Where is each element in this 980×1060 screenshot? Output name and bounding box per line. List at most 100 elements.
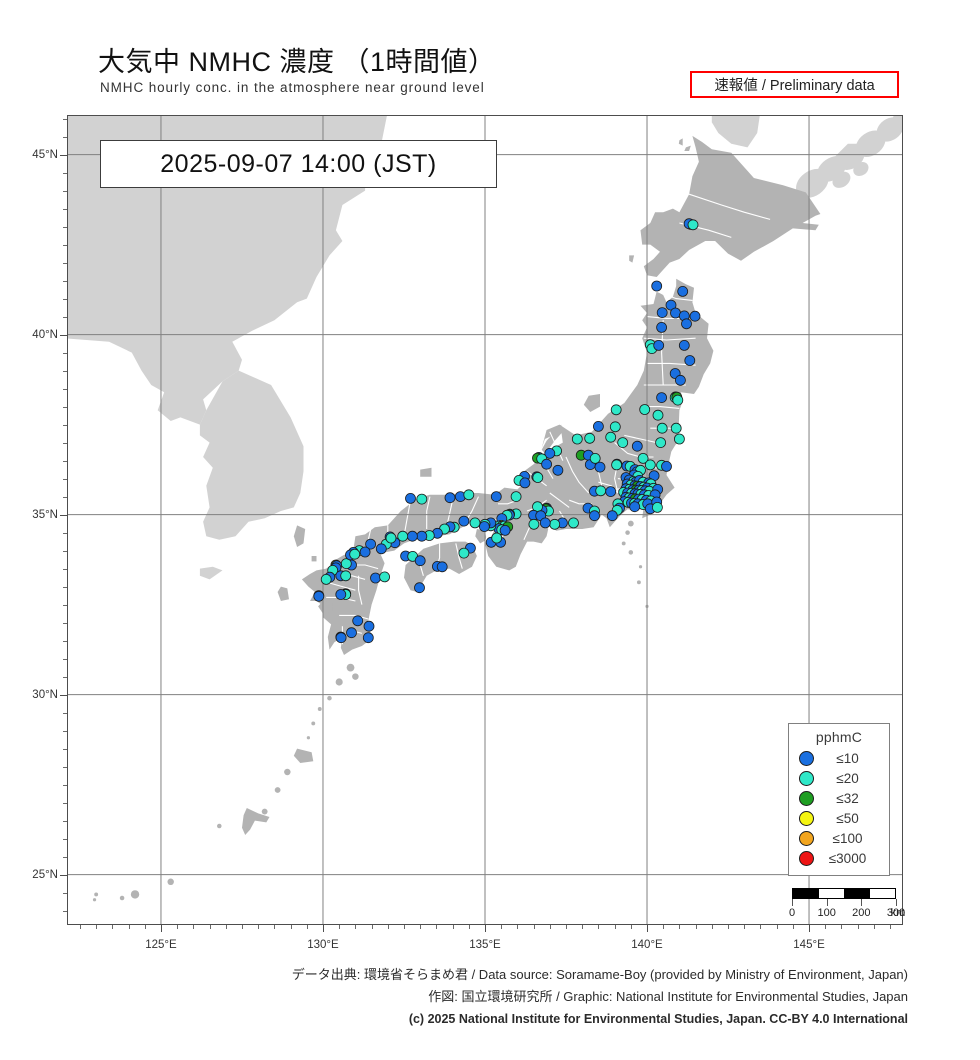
station-point[interactable]: [346, 627, 357, 639]
station-point[interactable]: [589, 510, 600, 522]
station-point[interactable]: [687, 219, 699, 231]
station-point[interactable]: [584, 432, 596, 444]
station-point[interactable]: [652, 409, 664, 421]
station-point[interactable]: [672, 394, 684, 406]
station-point[interactable]: [549, 518, 561, 530]
station-point[interactable]: [320, 573, 332, 585]
station-point[interactable]: [444, 492, 456, 504]
station-point[interactable]: [571, 433, 583, 445]
legend-item-4[interactable]: ≤100: [795, 828, 883, 848]
station-point[interactable]: [541, 458, 553, 470]
lat-minor-tick: [63, 748, 67, 750]
station-point[interactable]: [656, 321, 667, 333]
station-point[interactable]: [609, 421, 621, 433]
station-point[interactable]: [610, 404, 622, 416]
station-point[interactable]: [631, 440, 643, 452]
station-point[interactable]: [362, 632, 374, 644]
station-point[interactable]: [655, 437, 666, 449]
station-point[interactable]: [656, 307, 668, 319]
lon-minor-tick: [679, 925, 681, 929]
station-point[interactable]: [637, 452, 649, 464]
legend-item-3[interactable]: ≤50: [795, 808, 883, 828]
station-point[interactable]: [375, 543, 387, 555]
legend-dot-icon: [799, 770, 814, 786]
station-point[interactable]: [617, 437, 629, 449]
station-point[interactable]: [335, 632, 347, 644]
station-point[interactable]: [689, 310, 701, 322]
legend-item-1[interactable]: ≤20: [795, 768, 883, 788]
station-point[interactable]: [606, 510, 618, 522]
station-point[interactable]: [639, 404, 651, 415]
station-point[interactable]: [681, 318, 692, 330]
station-point[interactable]: [593, 420, 604, 432]
station-point[interactable]: [644, 459, 656, 471]
station-point[interactable]: [677, 285, 689, 297]
station-point[interactable]: [684, 355, 696, 366]
station-point[interactable]: [532, 472, 544, 483]
station-point[interactable]: [595, 485, 607, 497]
station-point[interactable]: [397, 530, 409, 542]
station-point[interactable]: [313, 590, 325, 602]
station-point[interactable]: [335, 589, 347, 600]
station-point[interactable]: [365, 538, 377, 550]
legend-item-0[interactable]: ≤10: [795, 748, 883, 768]
station-point[interactable]: [406, 530, 418, 542]
station-point[interactable]: [544, 447, 556, 459]
lat-minor-tick: [63, 838, 67, 840]
station-point[interactable]: [463, 489, 475, 501]
station-point[interactable]: [385, 532, 397, 544]
station-point[interactable]: [359, 546, 371, 558]
station-point[interactable]: [674, 433, 685, 445]
station-point[interactable]: [510, 491, 522, 503]
lon-minor-tick: [501, 925, 503, 929]
station-point[interactable]: [661, 460, 672, 472]
station-point[interactable]: [678, 339, 690, 351]
station-point[interactable]: [656, 422, 668, 434]
station-point[interactable]: [589, 452, 601, 464]
station-point[interactable]: [652, 501, 663, 513]
station-point[interactable]: [651, 280, 663, 292]
station-point[interactable]: [414, 582, 425, 594]
station-point[interactable]: [363, 620, 375, 632]
lon-minor-tick: [193, 925, 195, 929]
station-point[interactable]: [349, 548, 361, 560]
station-point[interactable]: [675, 374, 686, 386]
legend-item-2[interactable]: ≤32: [795, 788, 883, 808]
lon-minor-tick: [387, 925, 389, 929]
station-point[interactable]: [458, 515, 470, 527]
station-point[interactable]: [379, 571, 391, 583]
legend-label: ≤20: [836, 770, 859, 786]
station-point[interactable]: [416, 493, 428, 505]
station-point[interactable]: [653, 339, 665, 351]
osumi-island-6: [306, 736, 311, 740]
station-point[interactable]: [478, 521, 490, 532]
station-point[interactable]: [469, 517, 481, 529]
station-point[interactable]: [611, 459, 622, 471]
station-point[interactable]: [458, 547, 470, 559]
station-point[interactable]: [539, 517, 551, 529]
station-point[interactable]: [352, 615, 364, 627]
station-point[interactable]: [370, 572, 381, 584]
station-point[interactable]: [490, 491, 502, 503]
station-point[interactable]: [568, 517, 579, 529]
station-point[interactable]: [656, 392, 667, 404]
station-point[interactable]: [416, 530, 428, 542]
station-point[interactable]: [519, 477, 531, 489]
station-point[interactable]: [605, 486, 617, 498]
legend-item-5[interactable]: ≤3000: [795, 848, 883, 868]
station-point[interactable]: [670, 422, 682, 434]
station-point[interactable]: [491, 532, 503, 544]
sakishima-island-2: [130, 890, 140, 899]
station-point[interactable]: [629, 501, 641, 513]
station-point[interactable]: [552, 464, 564, 476]
station-point[interactable]: [605, 431, 617, 443]
map-canvas[interactable]: [67, 115, 903, 925]
station-point[interactable]: [594, 461, 606, 473]
station-point[interactable]: [340, 570, 352, 582]
station-point[interactable]: [528, 518, 540, 530]
station-point[interactable]: [499, 524, 511, 536]
station-point[interactable]: [436, 561, 448, 573]
station-point[interactable]: [405, 492, 416, 504]
station-point[interactable]: [414, 555, 426, 567]
scale-label-3: 300: [886, 907, 906, 919]
